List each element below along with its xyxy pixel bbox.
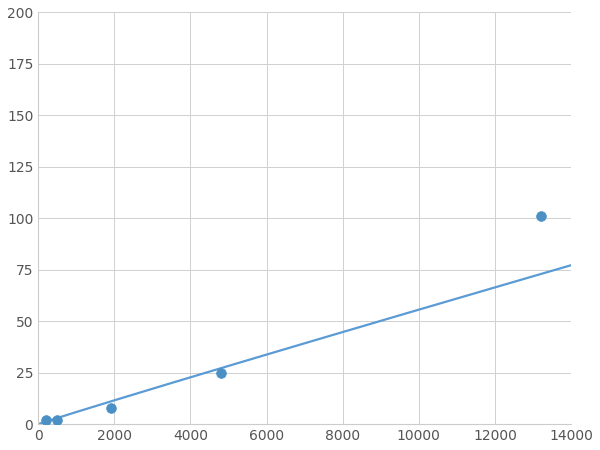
Point	[106, 404, 115, 411]
Point	[41, 417, 50, 424]
Point	[536, 213, 545, 220]
Point	[52, 417, 62, 424]
Point	[216, 369, 226, 376]
